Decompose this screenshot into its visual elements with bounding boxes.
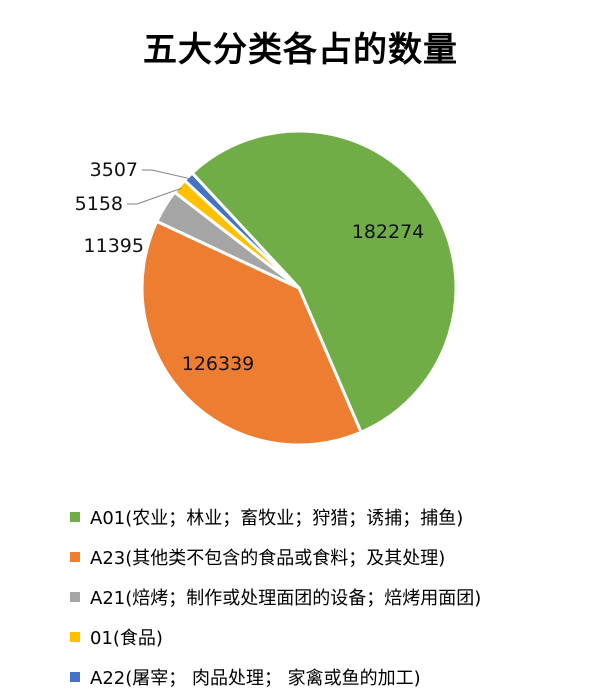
legend-swatch — [70, 632, 80, 642]
legend-item: 01(食品) — [70, 617, 481, 657]
legend-label: A21(焙烤；制作或处理面团的设备；焙烤用面团) — [90, 588, 482, 609]
data-label-3: 5158 — [75, 193, 123, 215]
legend-swatch — [70, 592, 80, 602]
legend: A01(农业；林业；畜牧业；狩猎；诱捕；捕鱼) A23(其他类不包含的食品或食料；… — [70, 497, 481, 697]
legend-label: A22(屠宰； 肉品处理； 家禽或鱼的加工) — [90, 668, 421, 689]
pie-slice-0 — [190, 129, 458, 434]
legend-label: A01(农业；林业；畜牧业；狩猎；诱捕；捕鱼) — [90, 508, 464, 529]
data-label-4: 3507 — [90, 159, 138, 181]
legend-item: A01(农业；林业；畜牧业；狩猎；诱捕；捕鱼) — [70, 497, 481, 537]
data-label-0: 182274 — [352, 221, 425, 243]
data-label-1: 126339 — [182, 353, 255, 375]
legend-swatch — [70, 512, 80, 522]
chart-title: 五大分类各占的数量 — [143, 30, 458, 70]
legend-item: A21(焙烤；制作或处理面团的设备；焙烤用面团) — [70, 577, 481, 617]
legend-label: A23(其他类不包含的食品或食料；及其处理) — [90, 548, 446, 569]
legend-label: 01(食品) — [90, 628, 163, 649]
pie-slice-1 — [140, 219, 363, 447]
data-label-2: 11395 — [84, 235, 144, 257]
leader-line-3 — [127, 187, 182, 205]
leader-line-4 — [142, 169, 191, 180]
legend-item: A22(屠宰； 肉品处理； 家禽或鱼的加工) — [70, 657, 481, 697]
pie-chart: 182274 126339 11395 5158 3507 — [75, 129, 458, 447]
legend-swatch — [70, 552, 80, 562]
legend-item: A23(其他类不包含的食品或食料；及其处理) — [70, 537, 481, 577]
legend-swatch — [70, 672, 80, 682]
pie-slice-4 — [183, 171, 301, 290]
